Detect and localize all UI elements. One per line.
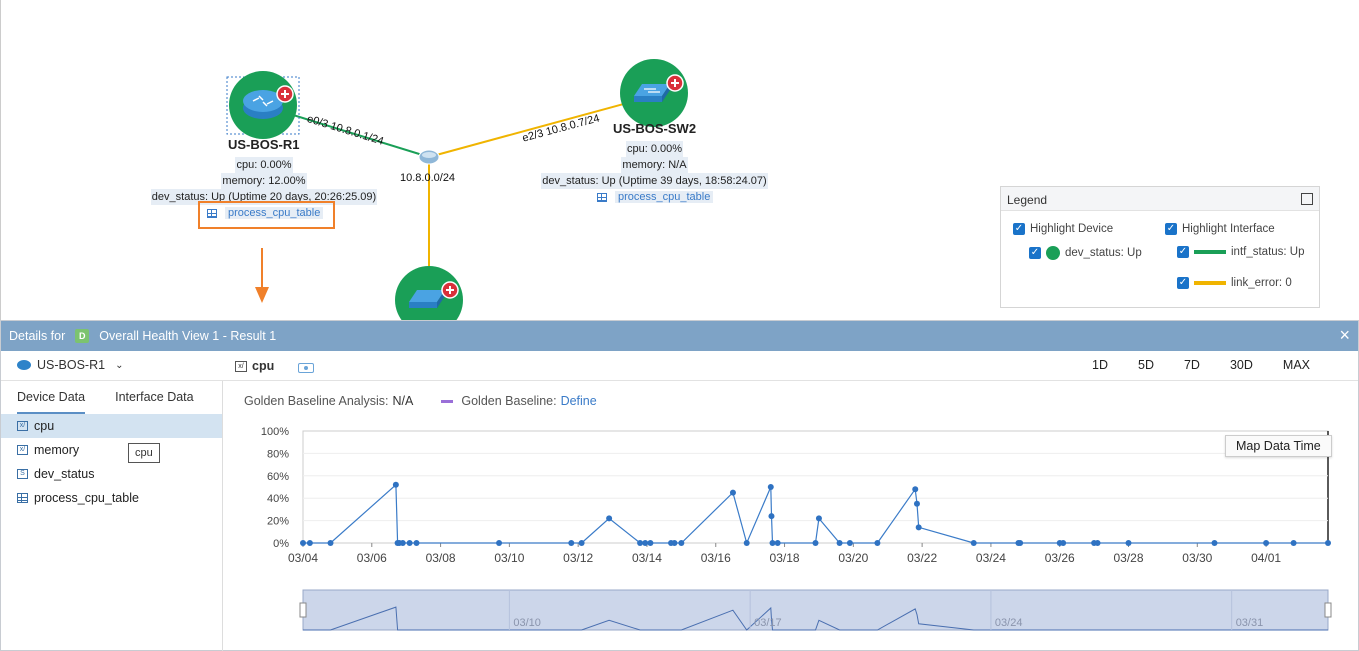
- alert-plus-icon: [441, 281, 459, 299]
- data-view-badge: D: [75, 329, 90, 343]
- device-dropdown-label: US-BOS-R1: [37, 358, 106, 372]
- topology-canvas: [226, 59, 688, 320]
- chart-icon: x/: [17, 421, 28, 431]
- golden-analysis-label: Golden Baseline Analysis:: [244, 394, 389, 408]
- device-info-sw2: cpu: 0.00% memory: N/A dev_status: Up (U…: [537, 141, 772, 189]
- chart-panel: Golden Baseline Analysis: N/A Golden Bas…: [224, 381, 1358, 651]
- highlight-interface-label: Highlight Interface: [1182, 223, 1275, 235]
- checkbox-icon[interactable]: ✓: [1177, 246, 1189, 258]
- list-item-dev-status[interactable]: S dev_status: [1, 462, 222, 486]
- device-name-sw2[interactable]: US-BOS-SW2: [613, 121, 697, 136]
- tab-cpu-label: cpu: [252, 359, 275, 373]
- list-item-cpu[interactable]: x/ cpu: [1, 414, 222, 438]
- baseline-line-icon: [441, 399, 454, 403]
- list-item-label: process_cpu_table: [34, 491, 139, 505]
- link-error-label: link_error: 0: [1231, 277, 1292, 289]
- tab-interface-data[interactable]: Interface Data: [115, 390, 194, 404]
- dev-status-label: dev_status: Up: [1065, 247, 1142, 259]
- details-title-bar: Details for D Overall Health View 1 - Re…: [1, 321, 1358, 351]
- define-link[interactable]: Define: [560, 394, 597, 408]
- table-link-label: process_cpu_table: [615, 191, 714, 203]
- table-icon: [17, 493, 28, 503]
- link-error-toggle[interactable]: ✓ link_error: 0: [1177, 277, 1292, 289]
- legend-panel: Legend ✓ Highlight Device ✓ dev_status: …: [1000, 186, 1320, 308]
- network-hub-icon[interactable]: [418, 149, 440, 165]
- string-icon: S: [17, 469, 28, 479]
- range-30d[interactable]: 30D: [1229, 358, 1253, 372]
- golden-baseline-label: Golden Baseline:: [461, 394, 557, 408]
- golden-baseline-row: Golden Baseline Analysis: N/A Golden Bas…: [244, 394, 597, 408]
- alert-plus-icon: [276, 85, 294, 103]
- list-item-label: cpu: [34, 419, 55, 433]
- router-icon: [17, 360, 31, 370]
- data-tabs: Device Data Interface Data: [1, 381, 222, 414]
- details-toolbar: US-BOS-R1 ⌄ x/ cpu 1D 5D 7D 30D MAX: [1, 351, 1358, 381]
- arrow-down-icon: [255, 248, 269, 303]
- close-icon[interactable]: ×: [1339, 325, 1350, 345]
- range-max[interactable]: MAX: [1282, 358, 1310, 372]
- table-icon: [207, 208, 217, 218]
- intf-status-label: intf_status: Up: [1231, 246, 1305, 258]
- range-5d[interactable]: 5D: [1138, 358, 1154, 372]
- table-link-sw2[interactable]: process_cpu_table: [597, 191, 714, 203]
- eye-icon[interactable]: [298, 363, 314, 373]
- green-line-icon: [1194, 250, 1226, 254]
- legend-title: Legend: [1007, 193, 1048, 207]
- intf-status-toggle[interactable]: ✓ intf_status: Up: [1177, 246, 1305, 258]
- highlight-box: [198, 201, 335, 229]
- details-prefix: Details for: [9, 329, 66, 343]
- device-memory: memory: N/A: [621, 157, 688, 173]
- chevron-down-icon: ⌄: [115, 359, 124, 371]
- map-data-time-button[interactable]: Map Data Time: [1225, 435, 1332, 457]
- details-panel: Details for D Overall Health View 1 - Re…: [0, 320, 1359, 651]
- yellow-line-icon: [1194, 281, 1226, 285]
- router-icon[interactable]: [229, 71, 297, 139]
- network-label: 10.8.0.0/24: [400, 172, 456, 184]
- switch-icon[interactable]: [620, 59, 688, 127]
- alert-plus-icon: [666, 74, 684, 92]
- range-7d[interactable]: 7D: [1183, 358, 1200, 372]
- table-link-label: process_cpu_table: [225, 207, 324, 219]
- device-dropdown[interactable]: US-BOS-R1 ⌄: [17, 358, 123, 372]
- data-list-panel: Device Data Interface Data x/ cpu x/ mem…: [1, 381, 223, 651]
- highlight-interface-toggle[interactable]: ✓ Highlight Interface: [1165, 223, 1275, 235]
- chart-icon: x/: [17, 445, 28, 455]
- list-item-label: memory: [34, 443, 80, 457]
- range-selector: 1D 5D 7D 30D MAX: [1062, 358, 1310, 372]
- checkbox-icon[interactable]: ✓: [1013, 223, 1025, 235]
- details-title: Overall Health View 1 - Result 1: [99, 329, 277, 343]
- device-memory: memory: 12.00%: [221, 173, 307, 189]
- range-1d[interactable]: 1D: [1092, 358, 1108, 372]
- table-link-r1[interactable]: process_cpu_table: [207, 207, 324, 219]
- golden-analysis-value: N/A: [392, 394, 414, 408]
- topology-map[interactable]: e0/3 10.8.0.1/24 e2/3 10.8.0.7/24 10.8.0…: [0, 0, 1359, 320]
- expand-icon[interactable]: [1301, 193, 1313, 205]
- device-cpu: cpu: 0.00%: [235, 157, 293, 173]
- tab-device-data[interactable]: Device Data: [17, 390, 86, 414]
- device-status: dev_status: Up (Uptime 39 days, 18:58:24…: [541, 173, 768, 189]
- legend-header: Legend: [1001, 187, 1319, 211]
- device-cpu: cpu: 0.00%: [625, 141, 684, 157]
- checkbox-icon[interactable]: ✓: [1029, 247, 1041, 259]
- link-sw2[interactable]: [428, 95, 654, 158]
- highlight-device-toggle[interactable]: ✓ Highlight Device: [1013, 223, 1113, 235]
- tab-cpu[interactable]: x/ cpu: [235, 359, 274, 373]
- list-item-label: dev_status: [34, 467, 95, 481]
- highlight-device-label: Highlight Device: [1030, 223, 1114, 235]
- tooltip: cpu: [128, 443, 160, 463]
- list-item-memory[interactable]: x/ memory: [1, 438, 222, 462]
- checkbox-icon[interactable]: ✓: [1165, 223, 1177, 235]
- chart-icon: x/: [235, 360, 247, 372]
- device-name-r1[interactable]: US-BOS-R1: [228, 137, 300, 152]
- table-icon: [597, 192, 607, 202]
- device-status-icon: [1046, 246, 1060, 260]
- checkbox-icon[interactable]: ✓: [1177, 277, 1189, 289]
- dev-status-toggle[interactable]: ✓ dev_status: Up: [1029, 246, 1142, 260]
- list-item-process-cpu-table[interactable]: process_cpu_table: [1, 486, 222, 510]
- device-info-r1: cpu: 0.00% memory: 12.00% dev_status: Up…: [149, 157, 379, 205]
